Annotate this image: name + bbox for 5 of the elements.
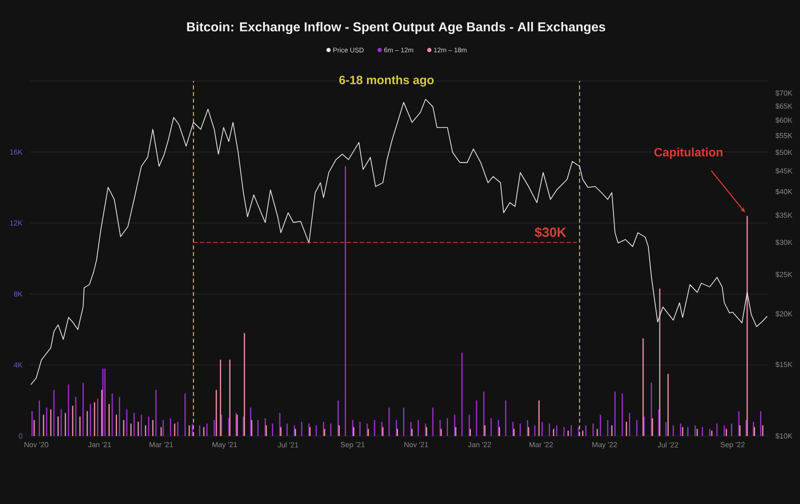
line-series bbox=[30, 98, 768, 385]
series-label: $30K bbox=[534, 226, 566, 238]
annotation: Capitulation bbox=[654, 148, 722, 159]
chart-title: Bitcoin: Exchange Inflow - Spent Output Age Bands - All Exchanges bbox=[187, 22, 606, 34]
annotation: 6-18 months ago bbox=[339, 75, 434, 87]
